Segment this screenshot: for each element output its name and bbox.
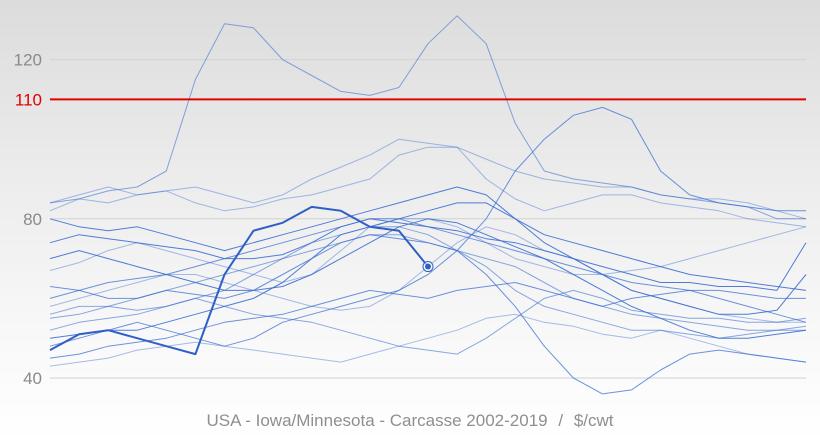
reference-line-110: 110 xyxy=(15,90,806,109)
y-tick-label: 40 xyxy=(23,369,42,388)
series-line xyxy=(49,234,807,331)
series-line xyxy=(49,234,807,395)
series-line xyxy=(49,106,806,347)
y-tick-label: 120 xyxy=(14,51,42,70)
series-line xyxy=(49,218,807,339)
series-line xyxy=(49,313,807,367)
y-axis-ticks: 40 80 120 xyxy=(14,51,42,388)
series-line xyxy=(49,226,806,339)
chart-title: USA - Iowa/Minnesota - Carcasse 2002-201… xyxy=(206,411,548,430)
series-line xyxy=(49,282,807,359)
series-line xyxy=(49,218,806,299)
series-line xyxy=(49,146,807,220)
current-point-marker xyxy=(425,263,431,270)
current-series-line xyxy=(49,205,429,356)
reference-line-label: 110 xyxy=(15,90,42,109)
unit-label: $/cwt xyxy=(573,411,614,430)
series-line xyxy=(49,186,807,291)
series-line xyxy=(49,202,807,339)
chart-caption: USA - Iowa/Minnesota - Carcasse 2002-201… xyxy=(0,411,820,431)
series-lines xyxy=(49,15,807,395)
current-year-line xyxy=(49,205,434,356)
y-tick-label: 80 xyxy=(23,210,42,229)
series-line xyxy=(49,138,807,228)
caption-separator: / xyxy=(558,411,564,430)
series-line xyxy=(49,15,806,220)
series-line xyxy=(49,218,807,291)
series-line xyxy=(49,218,807,283)
